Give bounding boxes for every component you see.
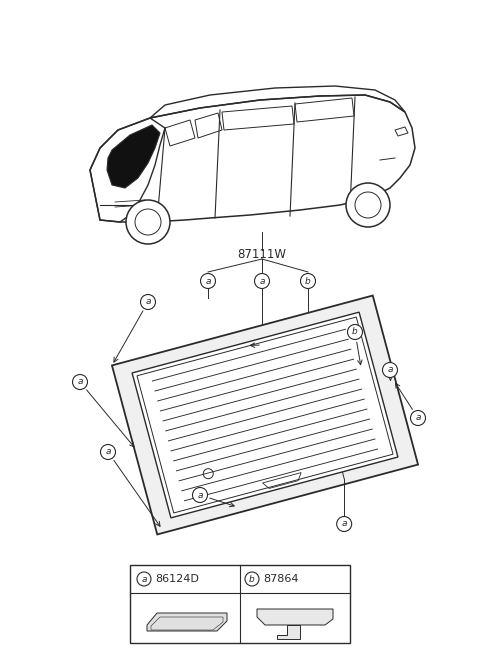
Text: a: a — [387, 365, 393, 375]
Polygon shape — [257, 609, 333, 625]
Polygon shape — [277, 625, 300, 639]
Text: a: a — [105, 447, 111, 457]
Polygon shape — [107, 125, 160, 188]
Circle shape — [410, 411, 425, 426]
Circle shape — [100, 445, 116, 460]
Circle shape — [201, 274, 216, 288]
Circle shape — [126, 200, 170, 244]
Circle shape — [348, 324, 362, 339]
Text: 86124D: 86124D — [155, 574, 199, 584]
Bar — [130, 565, 350, 643]
Circle shape — [137, 572, 151, 586]
Text: 87111W: 87111W — [238, 248, 287, 261]
Circle shape — [383, 362, 397, 377]
Text: a: a — [415, 413, 421, 422]
Text: a: a — [205, 276, 211, 286]
Circle shape — [346, 183, 390, 227]
Text: a: a — [145, 297, 151, 307]
Polygon shape — [112, 295, 418, 534]
Text: a: a — [341, 519, 347, 529]
Text: a: a — [259, 276, 265, 286]
Text: b: b — [249, 574, 255, 584]
Polygon shape — [147, 613, 227, 631]
Circle shape — [72, 375, 87, 390]
Text: b: b — [305, 276, 311, 286]
Circle shape — [254, 274, 269, 288]
Circle shape — [336, 517, 352, 531]
Polygon shape — [132, 312, 398, 518]
Text: a: a — [197, 491, 203, 500]
Text: a: a — [77, 377, 83, 386]
Circle shape — [245, 572, 259, 586]
Text: a: a — [141, 574, 147, 584]
Circle shape — [300, 274, 315, 288]
Circle shape — [141, 295, 156, 310]
Circle shape — [192, 487, 207, 502]
Text: 87864: 87864 — [263, 574, 299, 584]
Text: b: b — [352, 328, 358, 337]
